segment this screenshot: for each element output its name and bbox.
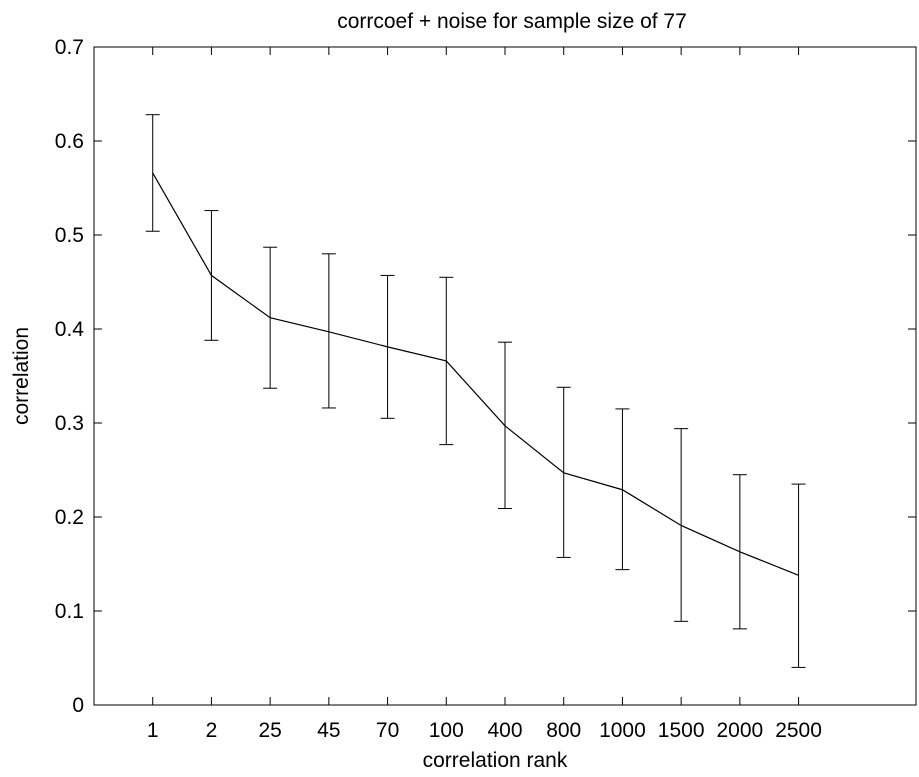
- y-tick-label: 0.7: [55, 36, 84, 59]
- x-tick-label: 70: [376, 719, 399, 742]
- y-tick-label: 0.2: [55, 506, 84, 529]
- x-tick-label: 2500: [775, 719, 822, 742]
- y-tick-label: 0.3: [55, 412, 84, 435]
- x-tick-label: 1500: [658, 719, 705, 742]
- y-tick-label: 0.6: [55, 130, 84, 153]
- x-tick-label: 2000: [716, 719, 763, 742]
- y-ticks: 0 0.1 0.2 0.3 0.4 0.5 0.6 0.7: [55, 36, 916, 717]
- x-tick-label: 1000: [599, 719, 646, 742]
- x-axis-title: correlation rank: [423, 749, 568, 772]
- x-tick-label: 25: [258, 719, 281, 742]
- x-tick-label: 2: [206, 719, 218, 742]
- y-axis-title: correlation: [10, 327, 33, 425]
- x-ticks: 1 2 25 45 70 100 400 800 1000 1500 2000 2500: [147, 47, 822, 742]
- chart-title: corrcoef + noise for sample size of 77: [337, 10, 687, 33]
- x-tick-label: 800: [546, 719, 581, 742]
- y-tick-label: 0.5: [55, 224, 84, 247]
- x-tick-label: 400: [487, 719, 522, 742]
- y-tick-label: 0: [72, 694, 84, 717]
- y-tick-label: 0.4: [55, 318, 85, 341]
- series-line: [152, 172, 799, 576]
- x-tick-label: 100: [429, 719, 464, 742]
- x-tick-label: 45: [317, 719, 340, 742]
- x-tick-label: 1: [147, 719, 159, 742]
- y-tick-label: 0.1: [55, 600, 84, 623]
